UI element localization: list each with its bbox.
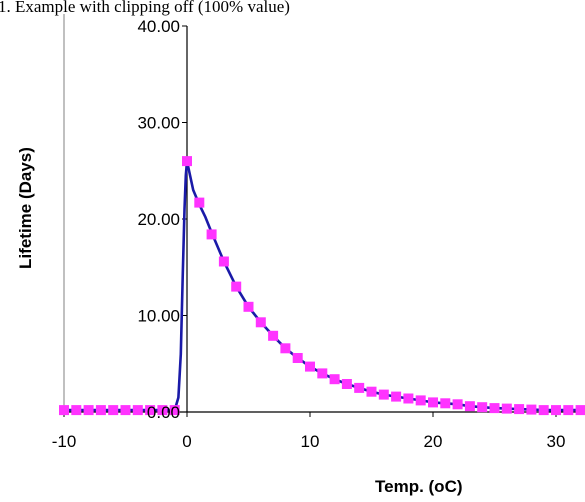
data-point xyxy=(268,330,279,341)
x-tick-label: 0 xyxy=(182,432,191,451)
data-point xyxy=(59,405,69,416)
tick-labels: 0.00 10.00 20.00 30.00 40.00 -10 0 10 20 30 xyxy=(52,17,566,451)
data-point xyxy=(354,382,365,393)
y-tick-label: 20.00 xyxy=(137,210,180,229)
chart-heading: 1. Example with clipping off (100% value… xyxy=(0,0,290,16)
data-point xyxy=(231,281,242,292)
data-point xyxy=(95,405,106,416)
data-point xyxy=(280,343,291,354)
y-tick-label: 10.00 xyxy=(137,307,180,326)
data-point xyxy=(108,405,119,416)
data-point xyxy=(317,368,328,379)
y-tick-label: 40.00 xyxy=(137,17,180,36)
data-point xyxy=(292,353,303,363)
data-point xyxy=(403,393,414,404)
data-point xyxy=(194,197,205,208)
marker-group xyxy=(59,156,585,416)
y-tick-label: 30.00 xyxy=(137,114,180,133)
data-point xyxy=(182,156,192,167)
data-point xyxy=(440,398,451,409)
data-point xyxy=(218,256,229,267)
data-point xyxy=(501,403,512,414)
data-point xyxy=(452,399,463,410)
data-point xyxy=(428,397,438,408)
data-point xyxy=(120,405,131,416)
x-tick-label: 10 xyxy=(301,432,320,451)
data-point xyxy=(83,405,94,416)
data-point xyxy=(145,405,156,416)
data-point xyxy=(526,404,537,415)
data-point xyxy=(514,404,525,415)
data-point xyxy=(538,405,549,416)
data-point xyxy=(391,391,402,402)
data-point xyxy=(341,379,352,389)
data-point xyxy=(71,405,82,416)
data-point xyxy=(132,405,143,416)
data-point xyxy=(206,229,217,240)
x-tick-label: -10 xyxy=(52,432,77,451)
x-axis-title: Temp. (oC) xyxy=(375,477,463,496)
data-point xyxy=(157,405,168,416)
data-point xyxy=(243,301,254,312)
x-tick-label: 20 xyxy=(424,432,443,451)
data-point xyxy=(255,317,266,328)
data-point xyxy=(551,405,561,416)
data-point xyxy=(489,403,500,414)
y-tick-label: 0.00 xyxy=(147,403,180,422)
data-point xyxy=(477,402,488,413)
data-point xyxy=(366,386,377,397)
data-point xyxy=(329,374,340,385)
x-tick-label: 30 xyxy=(547,432,566,451)
data-point xyxy=(169,405,180,416)
data-point xyxy=(575,405,585,416)
data-point xyxy=(378,389,389,400)
data-point xyxy=(563,405,574,416)
data-point xyxy=(415,395,426,406)
data-point xyxy=(305,361,315,372)
y-axis-title: Lifetime (Days) xyxy=(16,147,35,269)
data-point xyxy=(464,401,475,412)
